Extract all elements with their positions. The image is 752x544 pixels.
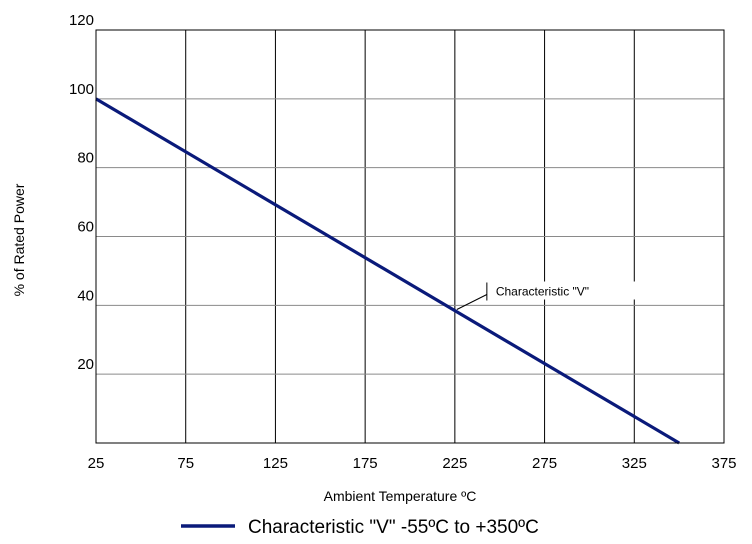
series-lines bbox=[95, 97, 680, 445]
y-tick-labels: 20 40 60 80 100 120 bbox=[69, 12, 94, 373]
x-axis-label: Ambient Temperature ºC bbox=[324, 488, 477, 504]
grid bbox=[96, 30, 724, 443]
y-tick-label-2: 60 bbox=[77, 219, 94, 236]
annotation-bg-0 bbox=[492, 281, 657, 300]
plot-frame bbox=[95, 29, 725, 444]
legend-label-0: Characteristic "V" -55ºC to +350ºC bbox=[248, 517, 539, 538]
x-tick-labels: 25 75 125 175 225 275 325 375 bbox=[88, 455, 737, 472]
annotation-leader-0 bbox=[456, 294, 488, 310]
y-tick-label-4: 100 bbox=[69, 81, 94, 98]
y-tick-label-0: 20 bbox=[77, 356, 94, 373]
y-tick-label-3: 80 bbox=[77, 150, 94, 167]
x-tick-label-3: 175 bbox=[353, 455, 378, 472]
x-tick-label-0: 25 bbox=[88, 455, 105, 472]
y-tick-label-5: 120 bbox=[69, 12, 94, 29]
x-tick-label-2: 125 bbox=[263, 455, 288, 472]
x-tick-label-6: 325 bbox=[622, 455, 647, 472]
annotations: Characteristic "V" bbox=[456, 281, 657, 310]
y-axis-label: % of Rated Power bbox=[11, 183, 27, 296]
series-line-0 bbox=[95, 97, 680, 445]
y-tick-label-1: 40 bbox=[77, 287, 94, 304]
legend: Characteristic "V" -55ºC to +350ºC bbox=[181, 517, 539, 538]
x-tick-label-4: 225 bbox=[442, 455, 467, 472]
annotation-label-0: Characteristic "V" bbox=[496, 284, 589, 298]
x-tick-label-1: 75 bbox=[177, 455, 194, 472]
x-tick-label-5: 275 bbox=[532, 455, 557, 472]
x-tick-label-7: 375 bbox=[711, 455, 736, 472]
